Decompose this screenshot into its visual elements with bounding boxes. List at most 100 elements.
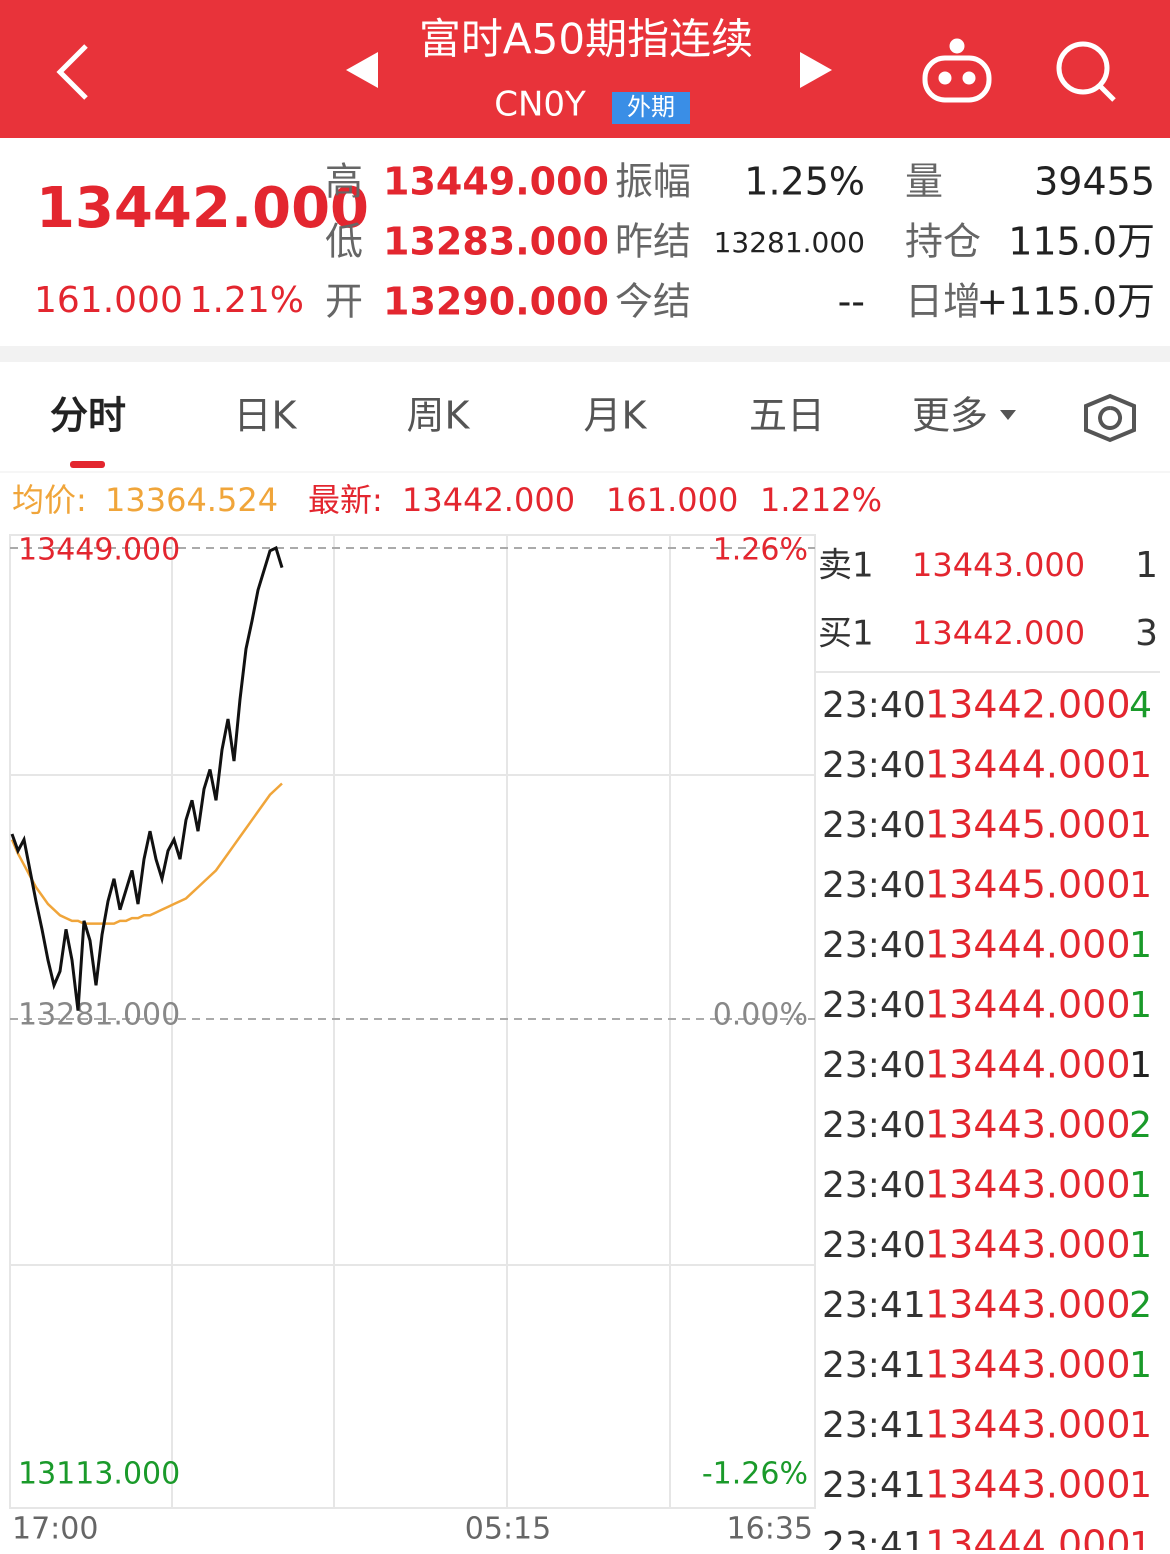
y-tick-label: 13281.000 — [18, 998, 180, 1033]
book-volume: 3 — [1135, 613, 1158, 654]
robot-icon[interactable] — [922, 38, 992, 103]
book-volume: 1 — [1135, 545, 1158, 586]
trade-time: 23:41 — [822, 1465, 926, 1506]
trade-time: 23:40 — [822, 925, 926, 966]
trade-time: 23:40 — [822, 865, 926, 906]
trade-volume: 1 — [1129, 1405, 1152, 1446]
book-label: 买1 — [818, 614, 874, 654]
trade-price: 13445.000 — [925, 803, 1131, 847]
tab[interactable]: 月K — [584, 394, 648, 438]
stat-label: 今结 — [615, 280, 691, 324]
trade-volume: 1 — [1129, 1465, 1152, 1506]
change-pct: 1.21% — [190, 280, 304, 321]
trade-time: 23:40 — [822, 805, 926, 846]
trade-time: 23:40 — [822, 985, 926, 1026]
trade-price: 13444.000 — [925, 743, 1131, 787]
stat-value: 13449.000 — [383, 160, 609, 204]
trade-price: 13442.000 — [925, 683, 1131, 727]
stat-value: 13290.000 — [383, 280, 609, 324]
legend-latest-label: 最新: — [308, 481, 383, 519]
trade-volume: 2 — [1129, 1285, 1152, 1326]
tab[interactable]: 日K — [234, 394, 298, 438]
next-button[interactable] — [800, 52, 832, 88]
trade-price: 13444.000 — [925, 923, 1131, 967]
trade-time: 23:40 — [822, 745, 926, 786]
stat-value: 13283.000 — [383, 220, 609, 264]
trade-volume: 2 — [1129, 1105, 1152, 1146]
y2-tick-label: -1.26% — [702, 1457, 808, 1492]
trade-price: 13443.000 — [925, 1103, 1131, 1147]
trade-price: 13445.000 — [925, 863, 1131, 907]
legend-change-pct: 1.212% — [760, 481, 882, 519]
tab[interactable]: 周K — [407, 394, 471, 438]
prev-button[interactable] — [346, 52, 378, 88]
back-button[interactable] — [56, 44, 88, 100]
trade-price: 13443.000 — [925, 1283, 1131, 1327]
tab[interactable]: 更多 — [912, 394, 988, 438]
trade-volume: 1 — [1129, 805, 1152, 846]
trade-price: 13443.000 — [925, 1403, 1131, 1447]
legend-change: 161.000 — [606, 481, 738, 519]
stat-value: 39455 — [1034, 160, 1155, 204]
more-arrow — [1000, 410, 1016, 420]
price: 13442.000 — [36, 176, 369, 241]
trade-price: 13444.000 — [925, 1043, 1131, 1087]
stat-label: 昨结 — [615, 220, 691, 264]
trade-time: 23:40 — [822, 685, 926, 726]
trade-time: 23:40 — [822, 1045, 926, 1086]
trade-price: 13444.000 — [925, 1523, 1131, 1551]
search-icon[interactable] — [1056, 41, 1116, 102]
chart-frame — [9, 534, 1160, 1509]
stat-label: 低 — [325, 220, 363, 264]
tab[interactable]: 分时 — [50, 394, 126, 438]
stat-label: 开 — [325, 280, 363, 324]
x-tick-label: 17:00 — [12, 1512, 98, 1547]
separator — [0, 346, 1170, 362]
tab-indicator — [70, 461, 105, 468]
trade-volume: 1 — [1129, 1525, 1152, 1550]
trade-volume: 1 — [1129, 925, 1152, 966]
stat-value: -- — [838, 280, 865, 324]
x-tick-label: 05:15 — [465, 1512, 551, 1547]
stat-label: 高 — [325, 160, 363, 204]
legend-latest: 13442.000 — [402, 481, 575, 519]
trade-volume: 1 — [1129, 1165, 1152, 1206]
trade-time: 23:40 — [822, 1105, 926, 1146]
trade-time: 23:41 — [822, 1405, 926, 1446]
book-price: 13442.000 — [912, 614, 1085, 652]
average-line — [10, 782, 283, 925]
code: CN0Y — [494, 85, 586, 125]
stat-label: 振幅 — [615, 160, 691, 204]
settings-icon[interactable] — [1084, 393, 1136, 443]
y2-tick-label: 1.26% — [713, 533, 808, 568]
price-line — [10, 545, 284, 1011]
trade-volume: 1 — [1129, 1225, 1152, 1266]
trade-volume: 1 — [1129, 1345, 1152, 1386]
stat-label: 日增 — [905, 280, 981, 324]
change: 161.000 — [34, 280, 183, 321]
stat-label: 量 — [905, 160, 943, 204]
legend-avg-label: 均价: — [12, 481, 87, 519]
stat-value: 115.0万 — [1008, 220, 1155, 264]
trade-price: 13443.000 — [925, 1223, 1131, 1267]
trade-volume: 1 — [1129, 865, 1152, 906]
y2-tick-label: 0.00% — [713, 998, 808, 1033]
title: 富时A50期指连续 — [419, 15, 753, 64]
trade-time: 23:41 — [822, 1285, 926, 1326]
trade-volume: 1 — [1129, 1045, 1152, 1086]
tag-box — [612, 92, 690, 124]
book-price: 13443.000 — [912, 546, 1085, 584]
book-label: 卖1 — [818, 546, 874, 586]
y-tick-label: 13113.000 — [18, 1457, 180, 1492]
top-bar — [0, 0, 1170, 138]
y-tick-label: 13449.000 — [18, 533, 180, 568]
trade-volume: 1 — [1129, 985, 1152, 1026]
trade-price: 13443.000 — [925, 1343, 1131, 1387]
x-tick-label: 16:35 — [727, 1512, 813, 1547]
trade-time: 23:41 — [822, 1345, 926, 1386]
tag: 外期 — [627, 93, 675, 121]
trade-time: 23:40 — [822, 1225, 926, 1266]
tab[interactable]: 五日 — [749, 394, 825, 438]
